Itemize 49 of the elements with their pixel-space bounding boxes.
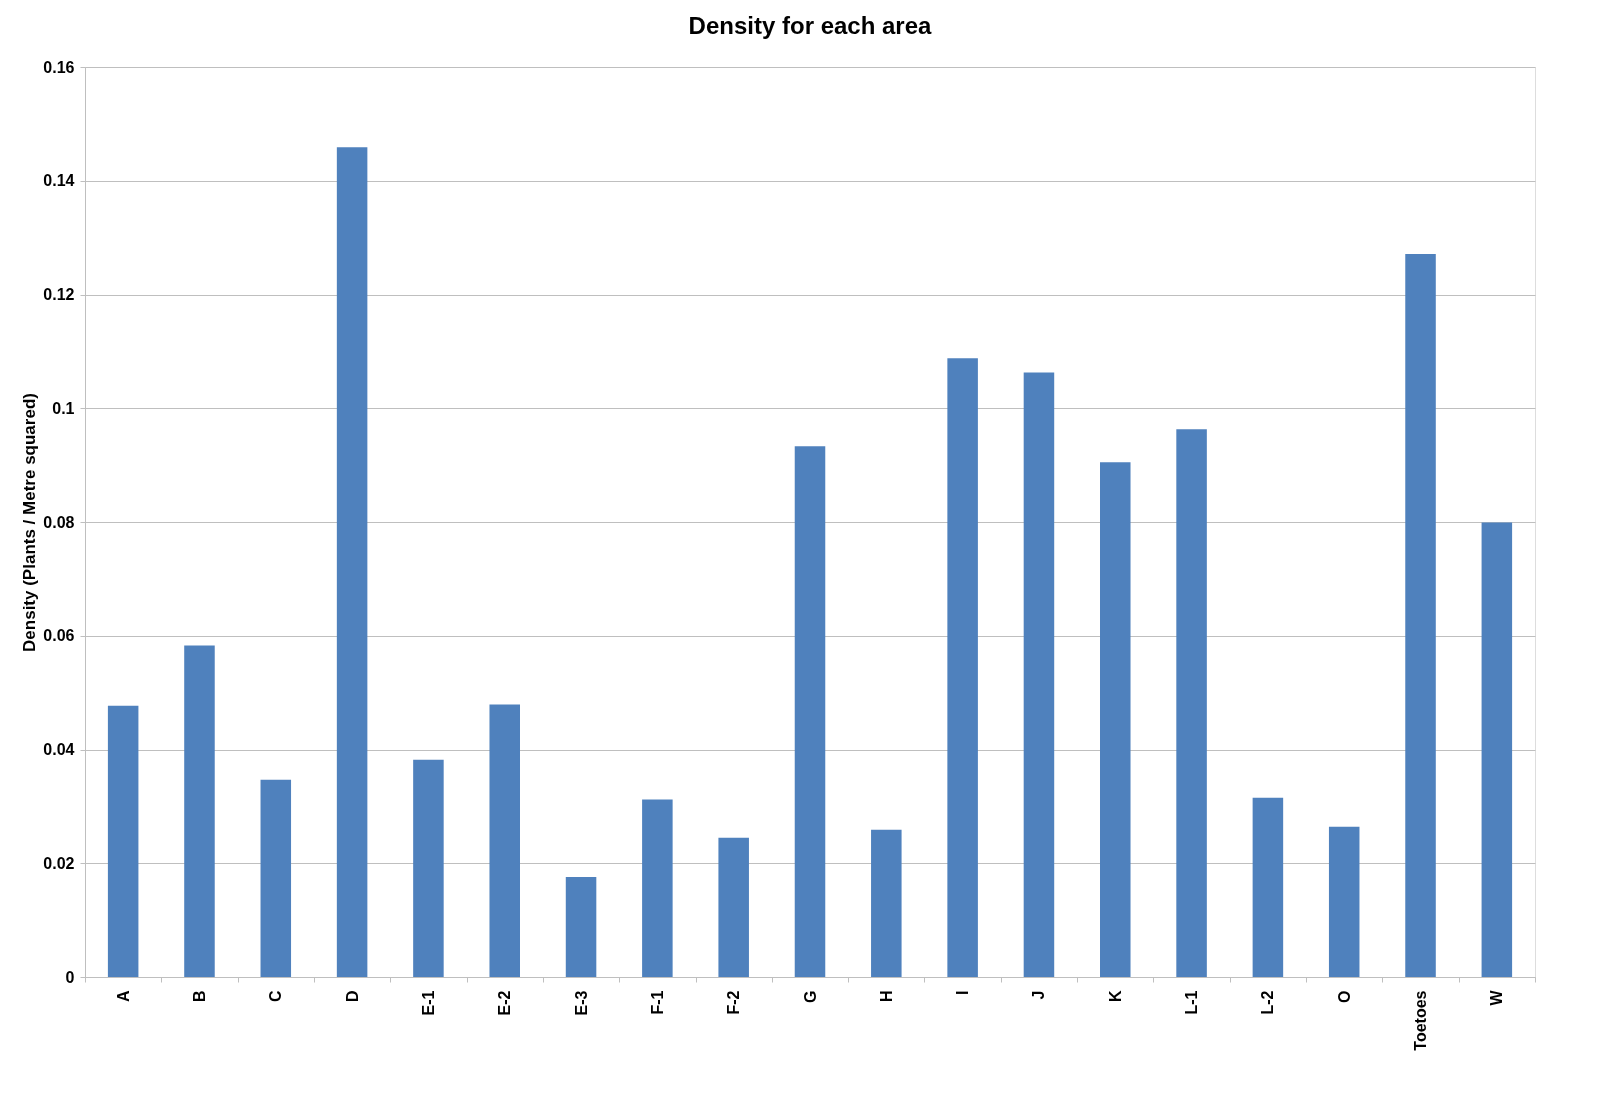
x-tick-label: D [343,990,361,1003]
bar [718,837,749,977]
x-tick-label: K [1106,990,1124,1003]
bar [1481,522,1513,977]
x-tick-label: A [114,990,132,1003]
y-tick-label: 0.12 [43,286,75,303]
bar [1328,826,1360,977]
x-tick-label: B [190,990,208,1003]
bar [260,779,292,977]
bar [1023,372,1055,977]
x-tick-label: G [801,990,819,1003]
bar [1176,429,1207,977]
y-tick-label: 0.08 [43,513,75,531]
x-tick-label: I [954,990,972,995]
bar [107,705,139,977]
x-tick-label: W [1488,989,1506,1006]
x-tick-label: O [1335,990,1353,1003]
y-tick-label: 0.02 [43,854,75,872]
y-tick-label: 0.06 [43,627,75,645]
x-tick-label: E-2 [496,990,514,1016]
bar [489,704,520,977]
x-tick-label: Toetoes [1412,990,1430,1051]
bar [794,446,826,977]
x-tick-label: L-1 [1183,990,1201,1015]
x-tick-label: C [267,990,285,1003]
y-tick-label: 0.16 [43,58,75,76]
x-tick-label: H [877,990,895,1003]
bar [1405,254,1436,977]
bar [871,829,902,977]
bar [184,645,215,977]
x-tick-label: E-1 [419,990,437,1016]
bar [413,759,444,977]
x-tick-label: F-2 [725,990,743,1015]
bar [1252,797,1284,977]
x-tick-label: F-1 [648,990,666,1015]
y-tick-label: 0.1 [52,399,75,417]
bar [642,799,673,977]
y-axis-title: Density (Plants / Metre squared) [20,393,40,652]
bar [1100,462,1131,977]
bar [947,358,978,977]
chart-title: Density for each area [688,12,933,39]
y-tick-label: 0 [65,968,75,986]
bar [565,876,597,977]
x-tick-label: J [1030,990,1048,1000]
x-tick-label: E-3 [572,990,590,1016]
bar [336,147,368,977]
y-tick-label: 0.04 [43,741,75,758]
x-tick-label: L-2 [1259,990,1277,1015]
y-tick-label: 0.14 [43,172,75,190]
